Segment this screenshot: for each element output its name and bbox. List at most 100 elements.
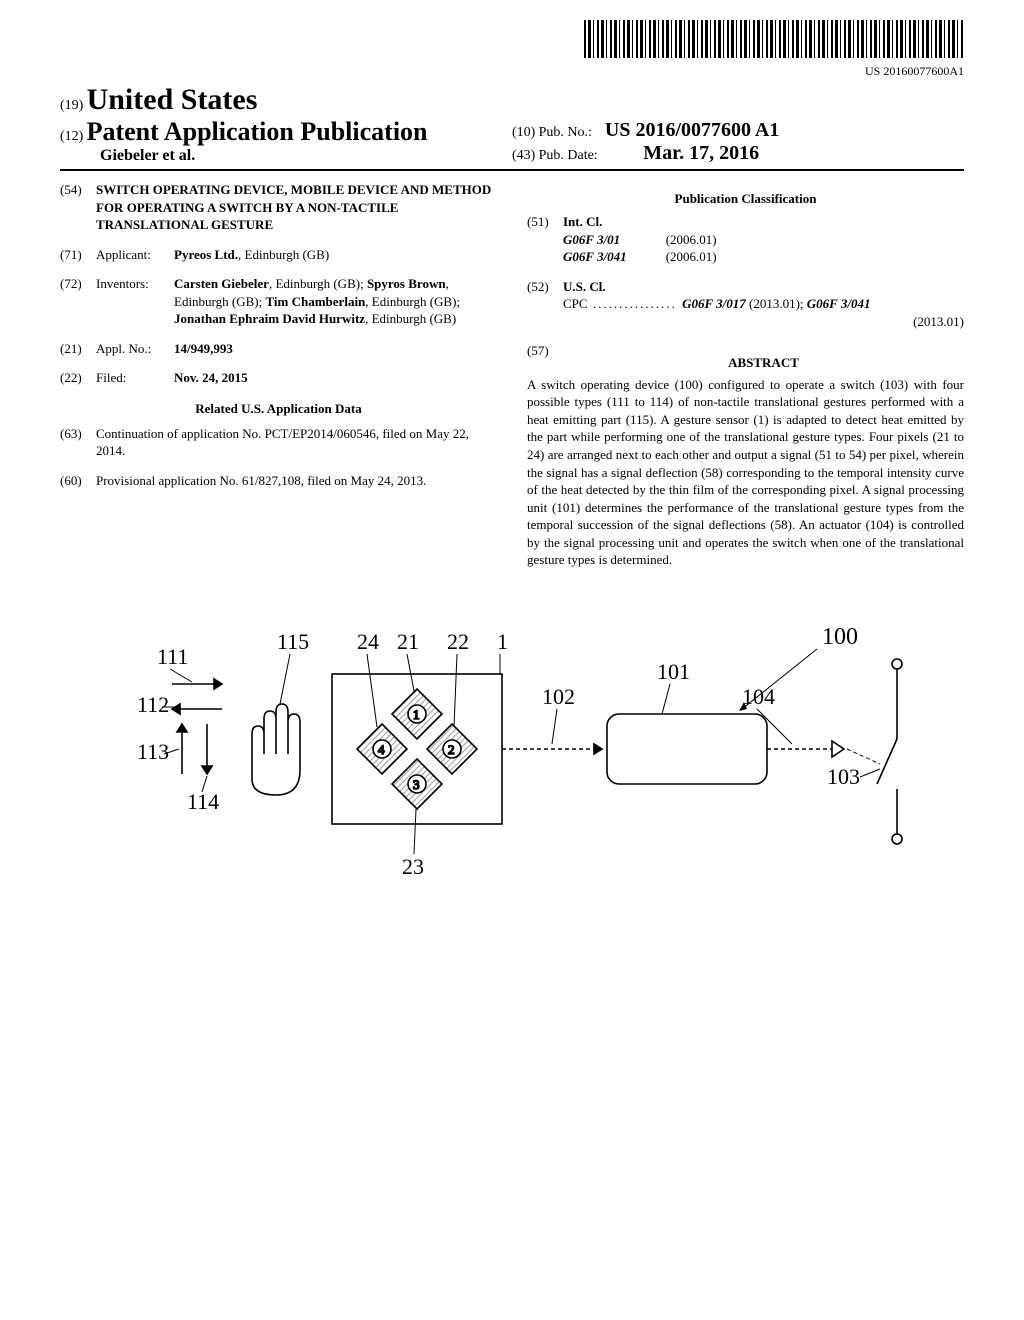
pub-date-label: Pub. Date: xyxy=(539,148,598,163)
fig-label-101: 101 xyxy=(657,659,690,684)
fig-label-21: 21 xyxy=(397,629,419,654)
pub-authors: Giebeler et al. xyxy=(100,147,512,165)
uscl-label: U.S. Cl. xyxy=(563,279,606,294)
fig-pixel-4: 4 xyxy=(378,742,385,757)
header-right: (10) Pub. No.: US 2016/0077600 A1 (43) P… xyxy=(512,119,964,165)
uscl-code: (52) xyxy=(527,278,563,331)
abstract-label: ABSTRACT xyxy=(563,354,964,372)
right-column: Publication Classification (51) Int. Cl.… xyxy=(527,181,964,569)
cpc-1: G06F 3/017 xyxy=(682,296,746,311)
fig-pixel-1: 1 xyxy=(413,707,420,722)
applicant-code: (71) xyxy=(60,246,96,264)
pub-date: Mar. 17, 2016 xyxy=(643,142,759,164)
uscl-body: U.S. Cl. CPC ................ G06F 3/017… xyxy=(563,278,964,331)
pub-no-code: (10) xyxy=(512,125,535,140)
field-uscl: (52) U.S. Cl. CPC ................ G06F … xyxy=(527,278,964,331)
fig-label-111: 111 xyxy=(157,644,188,669)
figure-area: 111 112 113 114 115 1 2 3 4 24 21 22 1 2… xyxy=(60,609,964,933)
intcl-2-year: (2006.01) xyxy=(666,249,717,264)
filed-date: Nov. 24, 2015 xyxy=(174,370,248,385)
abstract-code: (57) xyxy=(527,342,563,372)
fig-label-1: 1 xyxy=(497,629,508,654)
inventor-3-loc: , Edinburgh (GB); xyxy=(365,294,460,309)
field-intcl: (51) Int. Cl. G06F 3/01 (2006.01) G06F 3… xyxy=(527,213,964,266)
cpc-2: G06F 3/041 xyxy=(807,296,871,311)
pub-type-code: (12) xyxy=(60,129,83,144)
cpc-prefix: CPC xyxy=(563,296,588,311)
field-abstract-head: (57) ABSTRACT xyxy=(527,342,964,372)
title-code: (54) xyxy=(60,181,96,234)
prov-text: Provisional application No. 61/827,108, … xyxy=(96,472,497,490)
intcl-1: G06F 3/01 xyxy=(563,232,620,247)
cont-code: (63) xyxy=(60,425,96,460)
field-filed: (22) Filed: Nov. 24, 2015 xyxy=(60,369,497,387)
fig-label-115: 115 xyxy=(277,629,309,654)
inventor-3: Tim Chamberlain xyxy=(265,294,365,309)
applicant-name: Pyreos Ltd. xyxy=(174,247,238,262)
inventor-4: Jonathan Ephraim David Hurwitz xyxy=(174,311,365,326)
fig-label-22: 22 xyxy=(447,629,469,654)
cpc-dots: ................ xyxy=(588,296,683,311)
inventors-value: Carsten Giebeler, Edinburgh (GB); Spyros… xyxy=(174,275,497,328)
pub-type: Patent Application Publication xyxy=(87,117,428,146)
intcl-body: Int. Cl. G06F 3/01 (2006.01) G06F 3/041 … xyxy=(563,213,964,266)
fig-label-113: 113 xyxy=(137,739,169,764)
inventors-label: Inventors: xyxy=(96,275,174,328)
pub-date-code: (43) xyxy=(512,148,535,163)
barcode-graphic xyxy=(584,20,964,58)
fig-pixel-2: 2 xyxy=(448,742,455,757)
fig-label-112: 112 xyxy=(137,692,169,717)
country: United States xyxy=(87,83,258,116)
inventor-1-loc: , Edinburgh (GB); xyxy=(269,276,364,291)
inventor-1: Carsten Giebeler xyxy=(174,276,269,291)
fig-label-100: 100 xyxy=(822,624,858,650)
inventor-2: Spyros Brown xyxy=(367,276,446,291)
fig-label-24: 24 xyxy=(357,629,379,654)
country-code: (19) xyxy=(60,98,83,113)
filed-label: Filed: xyxy=(96,369,174,387)
patent-header: (19) United States (12) Patent Applicati… xyxy=(60,83,964,171)
intcl-label: Int. Cl. xyxy=(563,214,602,229)
applicant-value: Pyreos Ltd., Edinburgh (GB) xyxy=(174,246,497,264)
pub-no-label: Pub. No.: xyxy=(539,125,592,140)
classification-heading: Publication Classification xyxy=(527,191,964,207)
intcl-2: G06F 3/041 xyxy=(563,249,627,264)
barcode-number: US 20160077600A1 xyxy=(60,64,964,79)
field-inventors: (72) Inventors: Carsten Giebeler, Edinbu… xyxy=(60,275,497,328)
patent-figure: 111 112 113 114 115 1 2 3 4 24 21 22 1 2… xyxy=(102,609,922,929)
field-provisional: (60) Provisional application No. 61/827,… xyxy=(60,472,497,490)
intcl-1-year: (2006.01) xyxy=(666,232,717,247)
fig-label-23: 23 xyxy=(402,854,424,879)
intcl-code: (51) xyxy=(527,213,563,266)
body-columns: (54) SWITCH OPERATING DEVICE, MOBILE DEV… xyxy=(60,181,964,569)
field-applicant: (71) Applicant: Pyreos Ltd., Edinburgh (… xyxy=(60,246,497,264)
field-continuation: (63) Continuation of application No. PCT… xyxy=(60,425,497,460)
appl-no-value: 14/949,993 xyxy=(174,341,233,356)
pub-no: US 2016/0077600 A1 xyxy=(605,119,779,141)
fig-pixel-3: 3 xyxy=(413,777,420,792)
applicant-label: Applicant: xyxy=(96,246,174,264)
applicant-loc: , Edinburgh (GB) xyxy=(238,247,329,262)
field-appl-no: (21) Appl. No.: 14/949,993 xyxy=(60,340,497,358)
cpc-1-year: (2013.01); xyxy=(746,296,807,311)
fig-label-102: 102 xyxy=(542,684,575,709)
invention-title: SWITCH OPERATING DEVICE, MOBILE DEVICE A… xyxy=(96,181,497,234)
appl-label: Appl. No.: xyxy=(96,340,174,358)
appl-code: (21) xyxy=(60,340,96,358)
barcode-area: US 20160077600A1 xyxy=(60,20,964,79)
filed-code: (22) xyxy=(60,369,96,387)
header-left: (19) United States (12) Patent Applicati… xyxy=(60,83,512,165)
cpc-2-year: (2013.01) xyxy=(563,313,964,331)
field-title: (54) SWITCH OPERATING DEVICE, MOBILE DEV… xyxy=(60,181,497,234)
left-column: (54) SWITCH OPERATING DEVICE, MOBILE DEV… xyxy=(60,181,497,569)
prov-code: (60) xyxy=(60,472,96,490)
fig-label-103: 103 xyxy=(827,764,860,789)
related-heading: Related U.S. Application Data xyxy=(60,401,497,417)
cont-text: Continuation of application No. PCT/EP20… xyxy=(96,425,497,460)
inventors-code: (72) xyxy=(60,275,96,328)
abstract-text: A switch operating device (100) configur… xyxy=(527,376,964,569)
fig-label-114: 114 xyxy=(187,789,219,814)
inventor-4-loc: , Edinburgh (GB) xyxy=(365,311,456,326)
filed-value: Nov. 24, 2015 xyxy=(174,369,497,387)
appl-no: 14/949,993 xyxy=(174,340,497,358)
